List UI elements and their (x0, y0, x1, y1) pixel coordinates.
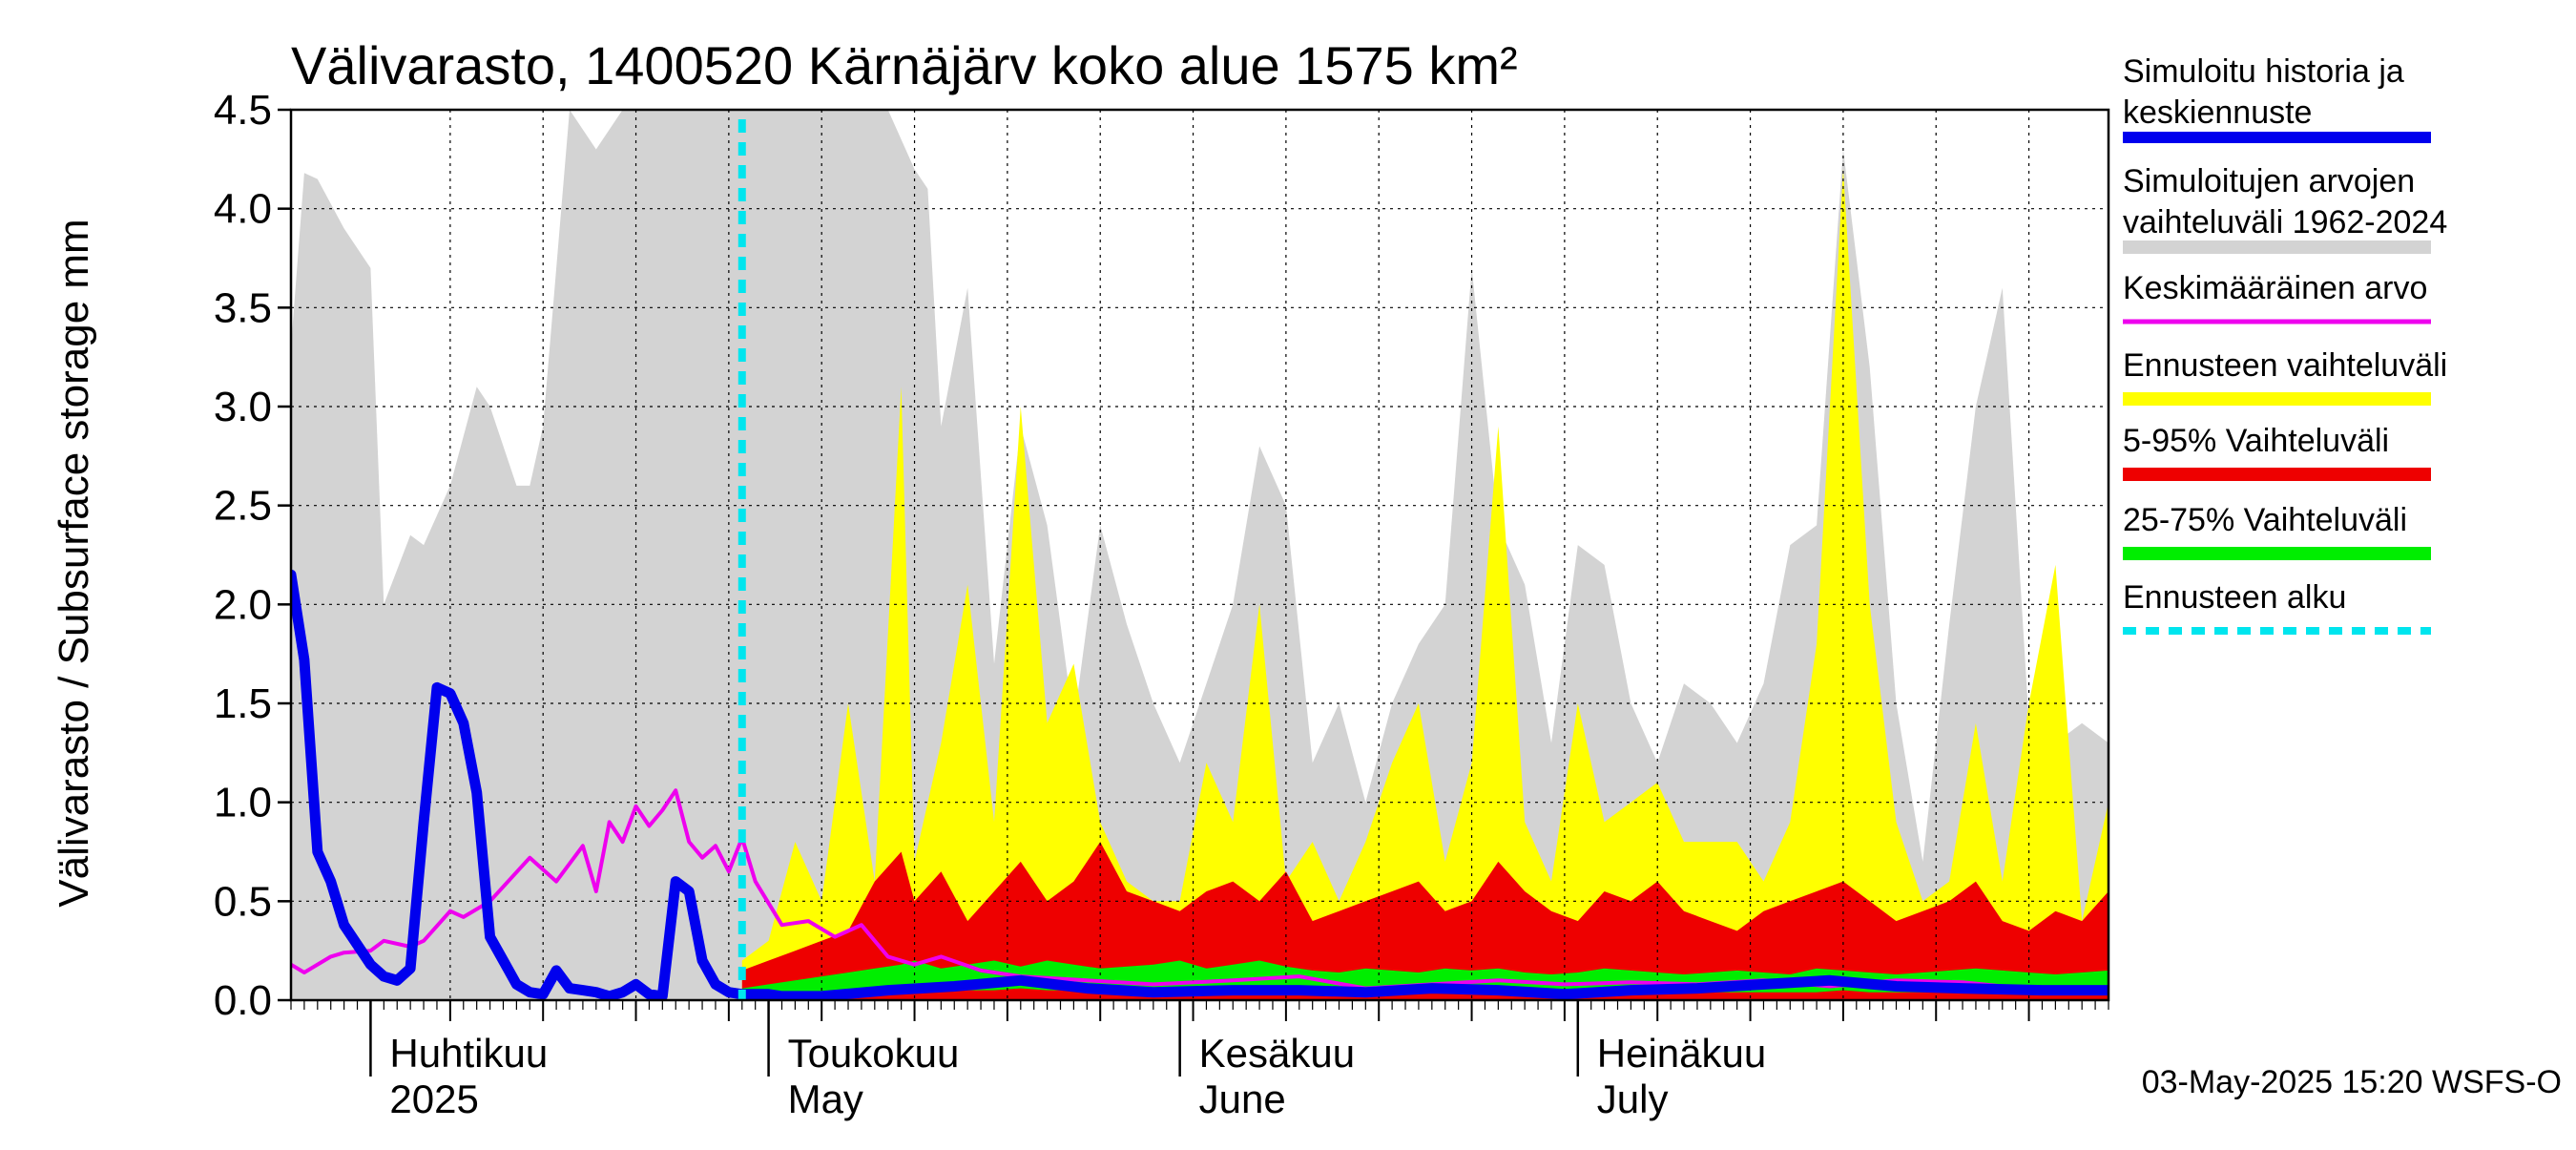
y-tick-label: 0.5 (214, 878, 272, 925)
y-tick-label: 0.0 (214, 977, 272, 1024)
axes-layer: 0.0 0.5 1.0 1.5 2.0 2.5 3.0 3.5 4.0 4.5 Huhtikuu20… (214, 87, 2110, 1121)
legend-label: 25-75% Vaihteluväli (2123, 502, 2407, 538)
x-month-sublabel: 2025 (389, 1077, 478, 1121)
y-tick-label: 2.5 (214, 483, 272, 530)
x-month-label: Heinäkuu (1597, 1031, 1766, 1076)
forecast-5-95-area (741, 842, 2109, 1000)
x-month-label: Toukokuu (788, 1031, 960, 1076)
y-tick-label: 2.0 (214, 581, 272, 628)
footer-timestamp: 03-May-2025 15:20 WSFS-O (2142, 1064, 2562, 1100)
y-tick-label: 1.0 (214, 780, 272, 826)
simulated-history-line (291, 569, 2109, 1000)
legend-label: Simuloitujen arvojen (2123, 163, 2415, 199)
plot-frame (289, 108, 2110, 1002)
legend-label-line2: vaihteluväli 1962-2024 (2123, 204, 2447, 240)
y-tick-label: 1.5 (214, 680, 272, 727)
x-month-sublabel: June (1199, 1077, 1286, 1121)
legend-label: Ennusteen alku (2123, 579, 2346, 616)
series-lines-layer (291, 119, 2109, 1000)
y-tick-label: 3.0 (214, 384, 272, 430)
legend-label: 5-95% Vaihteluväli (2123, 423, 2389, 459)
legend-label-line2: keskiennuste (2123, 94, 2312, 131)
x-month-sublabel: July (1597, 1077, 1669, 1121)
legend: Simuloitu historia ja keskiennuste Simuloi… (2123, 53, 2447, 635)
x-month-sublabel: May (788, 1077, 863, 1121)
chart-title: Välivarasto, 1400520 Kärnäjärv koko alue… (291, 35, 1518, 95)
y-tick-label: 4.5 (214, 87, 272, 134)
mean-value-line (291, 788, 2109, 993)
y-tick-label: 4.0 (214, 186, 272, 233)
y-tick-label: 3.5 (214, 284, 272, 331)
x-month-label: Huhtikuu (389, 1031, 548, 1076)
legend-label: Simuloitu historia ja (2123, 53, 2404, 90)
legend-label: Keskimääräinen arvo (2123, 270, 2427, 306)
y-axis-label: Välivarasto / Subsurface storage mm (51, 219, 97, 907)
x-month-label: Kesäkuu (1199, 1031, 1355, 1076)
legend-label: Ennusteen vaihteluväli (2123, 347, 2447, 384)
forecast-range-area (741, 169, 2109, 1000)
